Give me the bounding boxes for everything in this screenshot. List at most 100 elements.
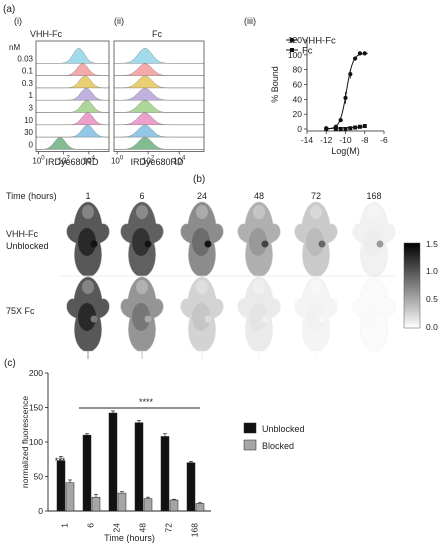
mouse-torso xyxy=(364,228,382,256)
time-label: 24 xyxy=(197,191,207,201)
histogram-tick-label: 100 xyxy=(111,155,124,165)
y-tick-label: 100 xyxy=(29,437,43,447)
x-axis-label: Log(M) xyxy=(331,146,360,156)
y-tick-label: 50 xyxy=(34,472,44,482)
x-axis-label: Time (hours) xyxy=(104,533,155,543)
concentration-label: 3 xyxy=(29,104,34,113)
mouse-torso xyxy=(306,303,324,331)
colorbar-gradient xyxy=(403,242,421,329)
mouse-torso xyxy=(192,303,210,331)
panel-a-iii-label: (iii) xyxy=(244,16,256,26)
mouse-hotspot xyxy=(261,240,269,248)
colorbar: 1.5 1.0 0.5 0.0 xyxy=(403,239,438,332)
x-tick-label: 48 xyxy=(138,523,148,533)
concentration-label: 30 xyxy=(24,128,33,137)
y-tick-label: 40 xyxy=(293,94,303,104)
mouse-image xyxy=(120,276,164,359)
bar-blocked xyxy=(195,503,205,512)
mouse-torso xyxy=(132,228,150,256)
bar-unblocked xyxy=(160,436,170,512)
x-tick-label: 6 xyxy=(86,523,96,528)
histogram-row xyxy=(114,63,204,76)
mouse-hotspot xyxy=(90,315,98,323)
mouse-image xyxy=(237,276,281,359)
histogram-row xyxy=(36,137,109,150)
imaging-time-labels: 1 6 24 48 72 168 xyxy=(85,191,381,201)
colorbar-tick-label: 1.0 xyxy=(426,266,438,276)
histogram-tick-label: 100 xyxy=(32,155,45,165)
mouse-head xyxy=(310,205,322,219)
concentration-label: 1 xyxy=(29,91,34,100)
histogram-stack-vhh xyxy=(36,48,109,150)
x-tick-label: -10 xyxy=(339,135,352,145)
mouse-torso xyxy=(306,228,324,256)
x-tick-label: -6 xyxy=(380,135,388,145)
bar-chart: 0 50 100 150 200 normalized fluorescence 1 6 24 4… xyxy=(20,368,305,543)
row-label-unblocked-1: VHH-Fc xyxy=(6,229,38,239)
histogram-row xyxy=(114,137,204,150)
legend-swatch-unblocked xyxy=(243,422,257,434)
histogram-tick-label: 104 xyxy=(173,155,186,165)
mouse-hotspot xyxy=(318,240,326,248)
histogram-row xyxy=(114,48,204,64)
histogram-row xyxy=(36,124,109,138)
mouse-hotspot xyxy=(318,315,326,323)
bar-unblocked xyxy=(82,434,92,512)
mouse-image xyxy=(294,276,338,359)
mouse-image xyxy=(180,276,224,359)
significance-1h: *** xyxy=(55,456,66,466)
time-hours-label: Time (hours) xyxy=(6,191,57,201)
y-tick-label: 100 xyxy=(288,50,302,60)
mouse-head xyxy=(253,205,265,219)
mouse-head xyxy=(310,280,322,294)
mouse-image xyxy=(66,276,110,359)
histogram-row xyxy=(114,87,204,101)
fc-point xyxy=(357,124,362,129)
y-tick-label: 150 xyxy=(29,403,43,413)
legend-marker-vhh xyxy=(289,37,295,43)
x-tick-label: 24 xyxy=(112,523,122,533)
mouse-head xyxy=(196,205,208,219)
time-label: 1 xyxy=(85,191,90,201)
mouse-torso xyxy=(249,228,267,256)
legend-marker-fc xyxy=(290,48,294,52)
histogram-axes: 100 102 104 100 102 104 xyxy=(32,40,205,165)
histogram-row xyxy=(36,63,109,76)
mouse-torso xyxy=(192,228,210,256)
y-tick-label: 20 xyxy=(293,109,303,119)
histogram-row xyxy=(36,48,109,64)
panel-a-label: (a) xyxy=(3,4,15,15)
bar-blocked xyxy=(169,499,179,512)
mouse-image xyxy=(237,201,281,284)
mouse-head xyxy=(253,280,265,294)
mouse-image xyxy=(352,276,396,359)
mouse-torso xyxy=(364,303,382,331)
histogram-stack-fc xyxy=(114,48,204,150)
histogram-frame xyxy=(113,40,205,152)
panel-b-label: (b) xyxy=(193,174,205,185)
fc-point xyxy=(338,127,343,131)
mouse-torso xyxy=(132,303,150,331)
mouse-torso xyxy=(249,303,267,331)
x-tick-label: -14 xyxy=(301,135,314,145)
bar-blocked xyxy=(91,496,101,512)
fc-point xyxy=(324,127,329,131)
y-tick-label: 60 xyxy=(293,80,303,90)
y-tick-label: 0 xyxy=(297,124,302,134)
mouse-hotspot xyxy=(144,315,152,323)
mouse-hotspot xyxy=(204,315,212,323)
legend-label-fc: Fc xyxy=(302,46,313,57)
mouse-image xyxy=(352,201,396,284)
panel-a-i-label: (i) xyxy=(14,16,22,26)
mouse-hotspot xyxy=(376,240,384,248)
x-tick-label: 1 xyxy=(60,523,70,528)
significance-rest: **** xyxy=(139,397,154,407)
x-tick-label: 168 xyxy=(190,523,200,537)
histogram-row xyxy=(114,100,204,113)
colorbar-tick-label: 0.0 xyxy=(426,322,438,332)
mouse-image xyxy=(120,201,164,284)
histogram-row xyxy=(114,75,204,89)
concentration-label: 0.1 xyxy=(22,67,34,76)
y-axis-label: % Bound xyxy=(270,66,280,103)
